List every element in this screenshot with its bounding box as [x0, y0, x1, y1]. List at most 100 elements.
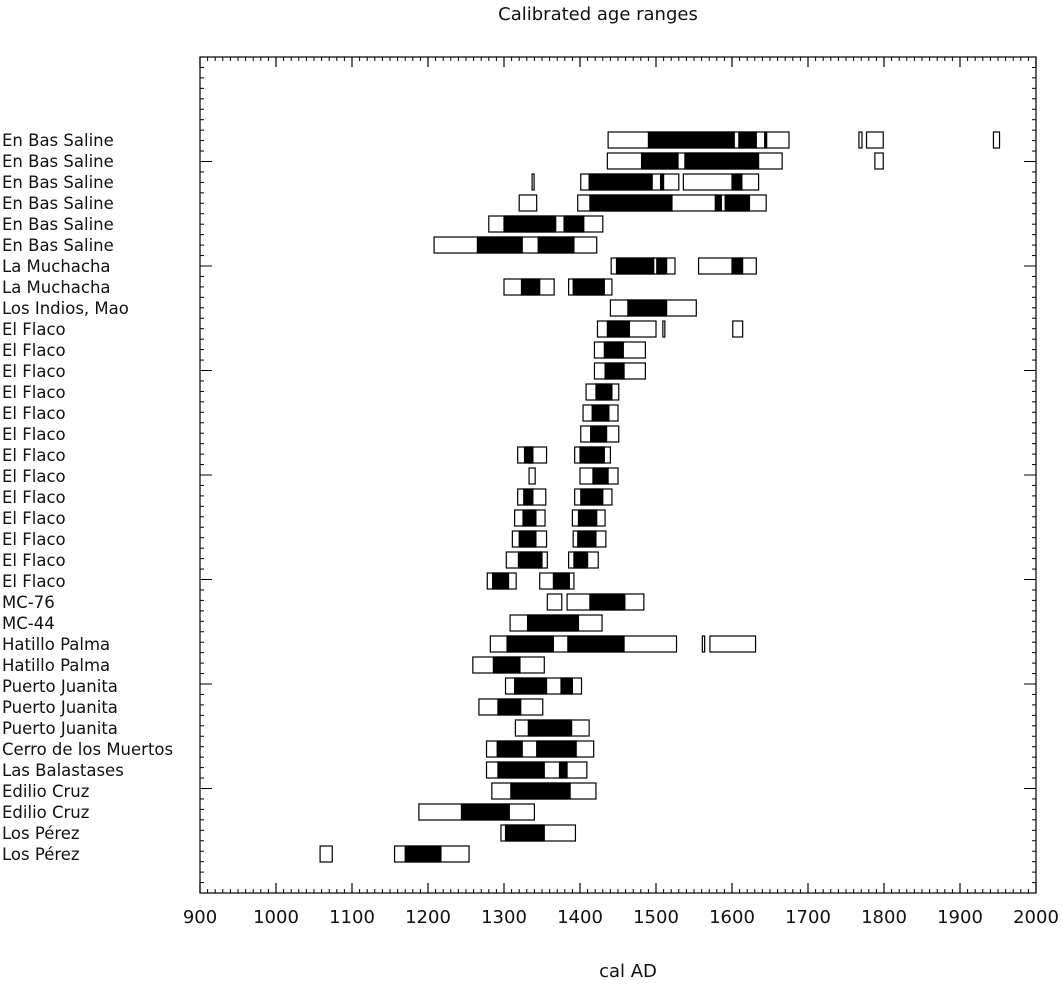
range-1sigma	[506, 635, 555, 653]
range-1sigma	[497, 698, 522, 716]
range-1sigma	[592, 467, 609, 485]
range-1sigma	[606, 320, 630, 338]
range-2sigma	[874, 152, 884, 170]
range-1sigma	[577, 530, 597, 548]
x-axis: 900 1000 1100 1200 1300 1400 1500 1600 1700 1800 1…	[183, 57, 1059, 928]
range-1sigma	[520, 278, 541, 296]
range-1sigma	[724, 194, 751, 212]
row-label: En Bas Saline	[2, 131, 114, 150]
range-1sigma	[567, 635, 625, 653]
x-tick-label: 1400	[557, 907, 603, 928]
range-1sigma	[659, 173, 665, 191]
row-label: El Flaco	[2, 488, 66, 507]
range-1sigma	[497, 761, 545, 779]
range-1sigma	[510, 782, 571, 800]
row-label: El Flaco	[2, 320, 66, 339]
row-label: El Flaco	[2, 446, 66, 465]
row-label: En Bas Saline	[2, 173, 114, 192]
range-1sigma	[517, 551, 543, 569]
range-1sigma	[577, 509, 598, 527]
x-tick-label: 1700	[785, 907, 831, 928]
row-ticks	[200, 161, 1036, 789]
range-1sigma	[684, 152, 760, 170]
x-tick-label: 1000	[253, 907, 299, 928]
row-label: Cerro de los Muertos	[2, 740, 173, 759]
range-1sigma	[504, 824, 545, 842]
row-label: El Flaco	[2, 425, 66, 444]
range-2sigma	[709, 635, 757, 653]
row-label: Hatillo Palma	[2, 635, 110, 654]
range-1sigma	[523, 446, 534, 464]
row-label: Las Balastases	[2, 761, 124, 780]
range-2sigma	[992, 131, 1001, 149]
range-2sigma	[701, 635, 706, 653]
row-label: MC-76	[2, 593, 55, 612]
row-label: Los Indios, Mao	[2, 299, 129, 318]
x-tick-label: 1500	[633, 907, 679, 928]
x-axis-label: cal AD	[599, 961, 657, 982]
bars	[319, 131, 1001, 863]
range-1sigma	[492, 656, 521, 674]
x-tick-label: 1600	[709, 907, 755, 928]
range-1sigma	[738, 131, 757, 149]
row-label: La Muchacha	[2, 257, 111, 276]
range-1sigma	[647, 131, 735, 149]
range-1sigma	[527, 719, 573, 737]
range-1sigma	[503, 215, 557, 233]
range-2sigma	[528, 467, 536, 485]
row-label: Puerto Juanita	[2, 719, 118, 738]
range-2sigma	[546, 593, 563, 611]
range-1sigma	[404, 845, 442, 863]
row-label: Puerto Juanita	[2, 698, 118, 717]
row-label: El Flaco	[2, 383, 66, 402]
range-2sigma	[531, 173, 535, 191]
row-label: En Bas Saline	[2, 152, 114, 171]
row-label: En Bas Saline	[2, 236, 114, 255]
range-1sigma	[580, 488, 604, 506]
range-1sigma	[603, 341, 624, 359]
x-tick-label: 1800	[861, 907, 907, 928]
range-1sigma	[590, 425, 608, 443]
row-label: En Bas Saline	[2, 194, 114, 213]
range-1sigma	[764, 131, 768, 149]
row-label: El Flaco	[2, 467, 66, 486]
range-2sigma	[865, 131, 884, 149]
range-1sigma	[476, 236, 523, 254]
range-1sigma	[558, 761, 568, 779]
row-label: Los Pérez	[2, 845, 80, 864]
range-1sigma	[573, 551, 589, 569]
row-label: Edilio Cruz	[2, 782, 89, 801]
range-1sigma	[526, 614, 580, 632]
range-1sigma	[460, 803, 510, 821]
row-label: Edilio Cruz	[2, 803, 89, 822]
range-1sigma	[588, 173, 653, 191]
range-1sigma	[627, 299, 668, 317]
range-1sigma	[640, 152, 679, 170]
x-tick-label: 2000	[1013, 907, 1059, 928]
row-label: El Flaco	[2, 341, 66, 360]
row-label: Los Pérez	[2, 824, 80, 843]
range-1sigma	[572, 278, 605, 296]
range-2sigma	[662, 320, 666, 338]
row-label: Hatillo Palma	[2, 656, 110, 675]
row-label: El Flaco	[2, 404, 66, 423]
row-label: El Flaco	[2, 530, 66, 549]
x-tick-label: 1300	[481, 907, 527, 928]
range-2sigma	[682, 173, 760, 191]
range-1sigma	[518, 530, 537, 548]
range-1sigma	[615, 257, 655, 275]
range-2sigma	[732, 320, 744, 338]
range-1sigma	[560, 677, 573, 695]
range-2sigma	[697, 257, 757, 275]
range-1sigma	[579, 446, 605, 464]
row-label: El Flaco	[2, 509, 66, 528]
range-1sigma	[492, 572, 510, 590]
range-2sigma	[858, 131, 863, 149]
row-labels: En Bas Saline En Bas Saline En Bas Saline E…	[2, 131, 173, 864]
range-1sigma	[536, 740, 577, 758]
range-1sigma	[589, 194, 673, 212]
range-1sigma	[731, 173, 743, 191]
chart-title: Calibrated age ranges	[498, 4, 698, 25]
row-label: Puerto Juanita	[2, 677, 118, 696]
